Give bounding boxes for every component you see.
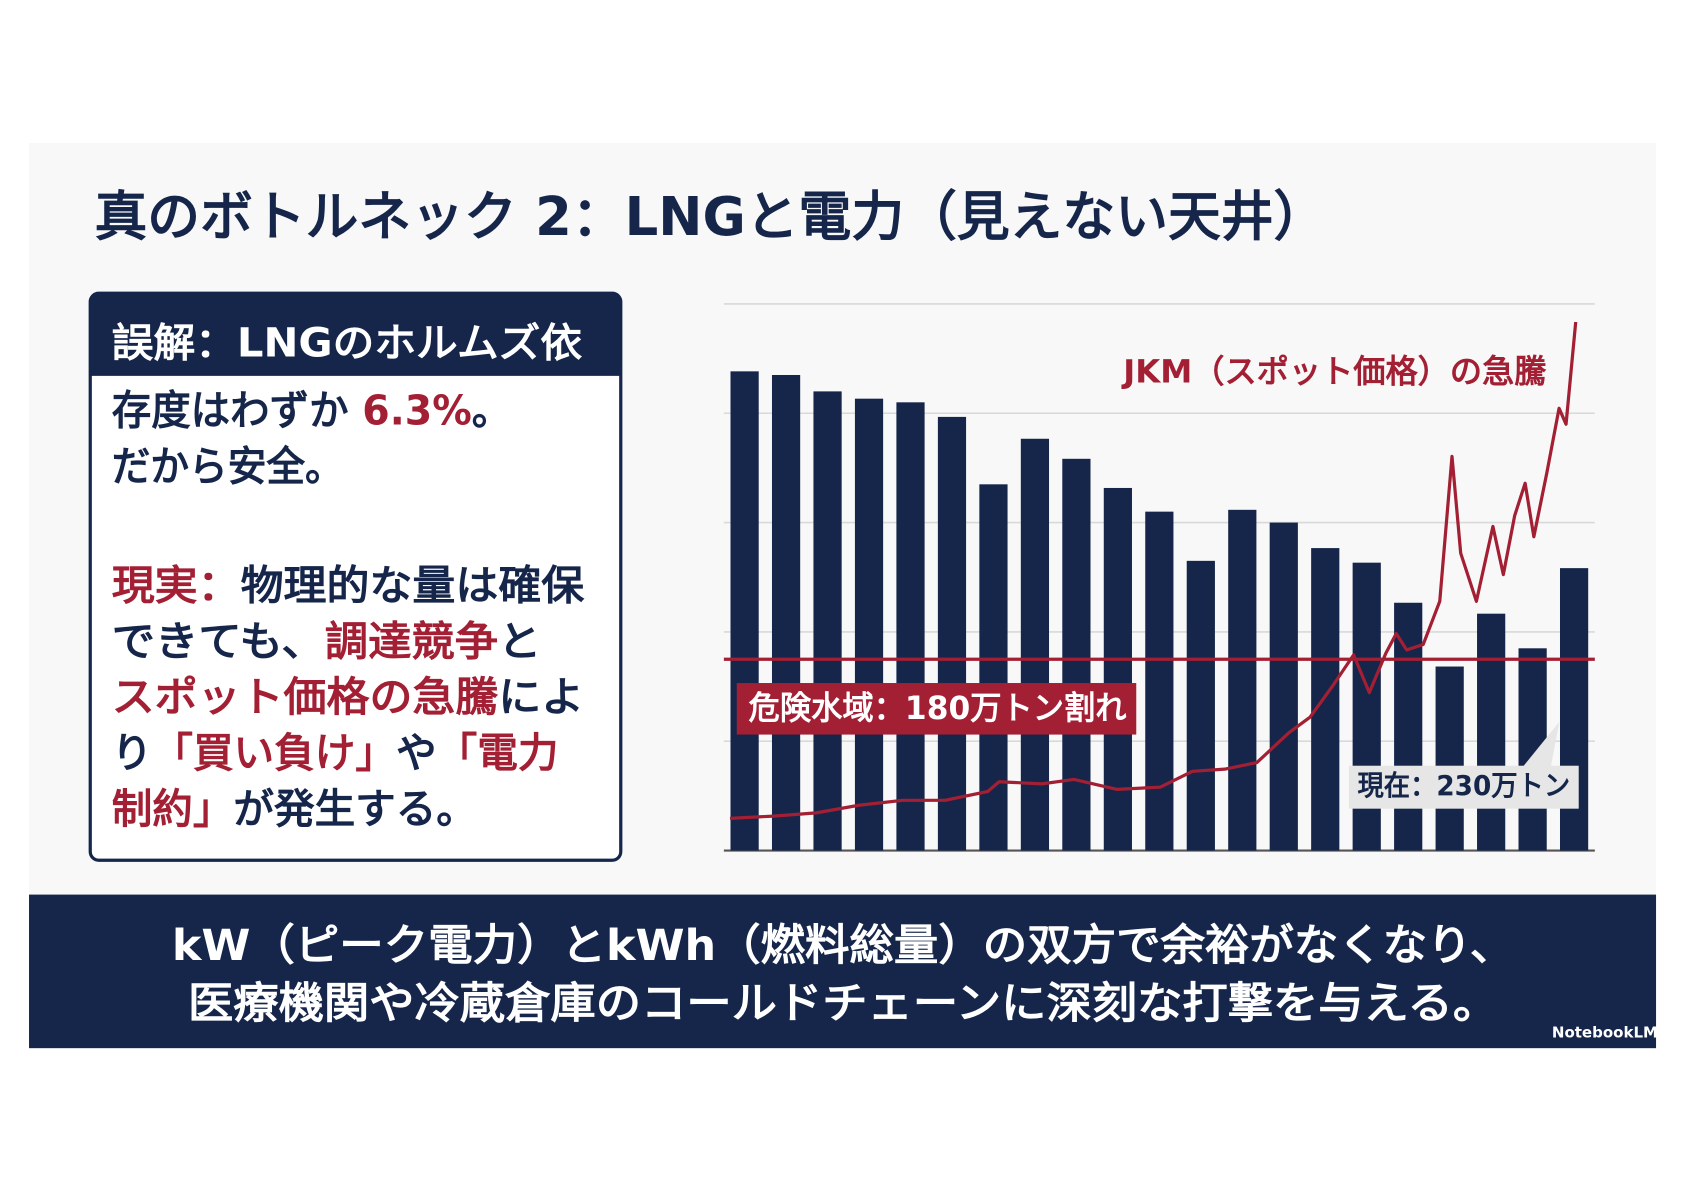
text-segment: によ — [498, 673, 584, 721]
text-segment: 6.3% — [362, 386, 471, 434]
text-segment: 「電力 — [437, 729, 559, 777]
text-line: だから安全。 — [112, 442, 344, 490]
text-line: できても、 調達競争と — [112, 617, 542, 665]
text-segment: 。 — [472, 386, 511, 434]
text-segment: 調達競争 — [325, 617, 498, 665]
price-line — [729, 321, 1578, 820]
bar — [1145, 511, 1174, 851]
slide-title: 真のボトルネック 2：LNGと電力（見えない天井） — [95, 185, 1327, 248]
bar — [1186, 560, 1215, 851]
text-segment: や — [396, 729, 437, 777]
bar — [1103, 487, 1132, 851]
bar — [979, 484, 1008, 851]
text-segment: 制約」 — [112, 785, 234, 833]
text-segment: と — [498, 617, 541, 665]
bar — [1228, 509, 1257, 851]
bar — [730, 371, 759, 851]
series-label: JKM（スポット価格）の急騰 — [1121, 353, 1547, 391]
text-segment: が発生する。 — [233, 785, 476, 833]
text-line: 現実： 物理的な量は確保 — [112, 562, 586, 610]
current-label: 現在：230万トン — [1357, 769, 1570, 802]
bar — [896, 402, 925, 851]
bar — [1062, 458, 1091, 851]
text-segment: スポット価格の急騰 — [112, 673, 500, 721]
bar — [854, 398, 884, 851]
bar — [1269, 522, 1298, 851]
text-line: スポット価格の急騰 によ — [112, 673, 585, 721]
footer-line: 医療機関や冷蔵倉庫のコールドチェーンに深刻な打撃を与える。 — [188, 979, 1498, 1029]
text-segment: だから安全。 — [112, 442, 344, 490]
brand: NotebookLM — [1552, 1024, 1658, 1042]
bar — [771, 374, 801, 851]
bar — [1394, 602, 1423, 851]
bar — [1020, 438, 1050, 851]
text-line: り「買い負け」や「電力 — [112, 729, 559, 777]
current-label-box — [1348, 765, 1579, 809]
text-segment: 存度はわずか — [112, 386, 363, 434]
bar — [1311, 548, 1340, 851]
footer-band — [29, 894, 1657, 1049]
text-segment: り — [112, 729, 153, 777]
bar — [1435, 666, 1464, 851]
text-segment: 物理的な量は確保 — [241, 562, 586, 610]
text-line: 制約」が発生する。 — [112, 785, 477, 833]
text-segment: 「買い負け」 — [152, 729, 396, 777]
bar — [937, 416, 967, 851]
text-segment: できても、 — [112, 617, 325, 665]
misconception-heading: 誤解：LNGのホルムズ依 — [112, 320, 583, 366]
text-line: 存度はわずか 6.3%。 — [112, 386, 512, 434]
bar — [1477, 613, 1506, 851]
footer-line: kW（ピーク電力）とkWh（燃料総量）の双方で余裕がなくなり、 — [172, 921, 1514, 971]
threshold-label: 危険水域：180万トン割れ — [749, 689, 1127, 727]
text-box-header — [90, 293, 621, 376]
text-segment: 現実： — [112, 562, 241, 610]
threshold-label-box — [736, 683, 1137, 735]
bar — [813, 391, 842, 851]
